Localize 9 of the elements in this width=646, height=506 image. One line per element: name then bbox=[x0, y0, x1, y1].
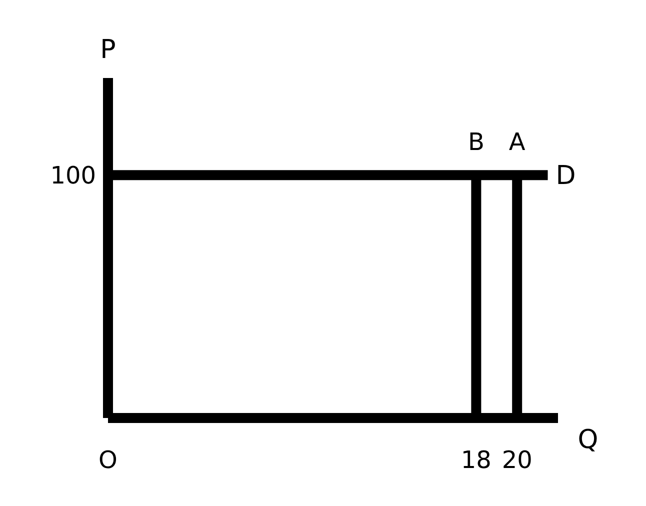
annotation: B bbox=[468, 128, 484, 156]
annotation: A bbox=[508, 128, 526, 156]
text: 100 bbox=[50, 162, 96, 190]
x-axis-title: Q bbox=[578, 425, 598, 455]
series-label: D bbox=[556, 161, 576, 192]
y-axis-title: P bbox=[100, 35, 116, 65]
x-tick-label: O bbox=[98, 446, 118, 474]
x-tick-label: 18 bbox=[460, 446, 492, 474]
x-tick-label: 20 bbox=[502, 446, 532, 474]
